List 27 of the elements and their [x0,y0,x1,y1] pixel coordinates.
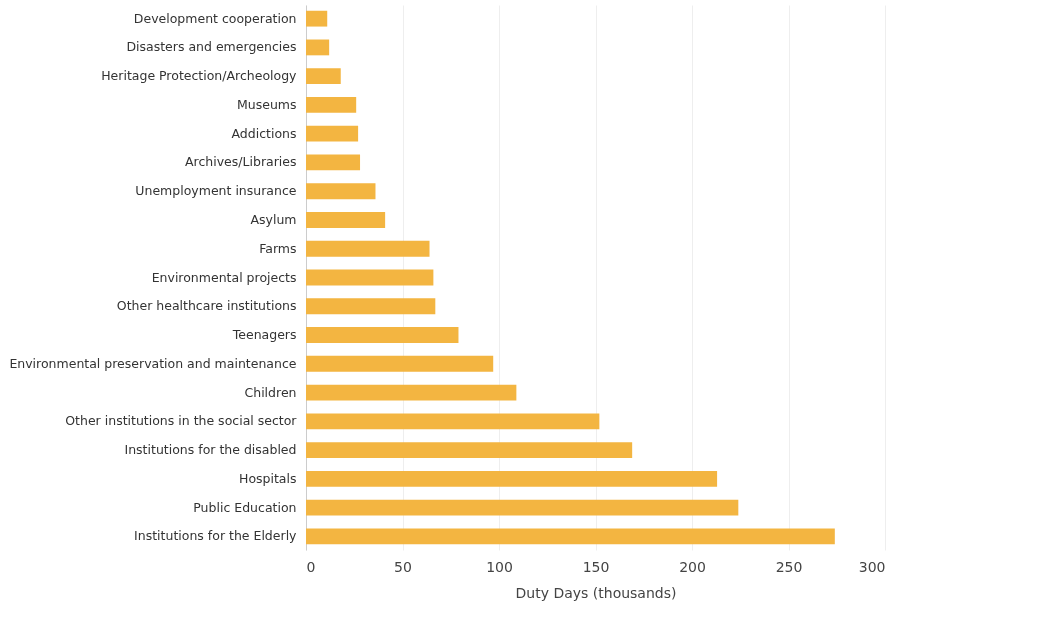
y-tick-label: Other healthcare institutions [116,298,297,314]
x-axis-title: Duty Days (thousands) [515,584,677,601]
y-tick-label: Development cooperation [133,10,297,26]
y-tick-label: Disasters and emergencies [126,39,297,55]
x-tick-label: 150 [582,558,610,575]
x-tick-label: 100 [486,558,513,575]
y-tick-label: Other institutions in the social sector [65,413,298,429]
y-tick-label: Hospitals [238,470,297,486]
y-tick-label: Archives/Libraries [185,154,297,170]
y-tick-label: Environmental preservation and maintenance [9,355,297,371]
y-tick-label: Public Education [193,499,297,515]
x-tick-label: 200 [679,558,706,575]
y-tick-label: Institutions for the Elderly [134,528,298,544]
y-tick-label: Institutions for the disabled [124,442,297,458]
x-tick-label: 0 [306,558,316,575]
y-tick-label: Unemployment insurance [135,183,297,199]
y-tick-label: Heritage Protection/Archeology [101,68,298,84]
y-tick-label: Museums [236,96,297,112]
y-tick-label: Addictions [231,125,297,141]
y-tick-label: Teenagers [231,327,297,343]
y-tick-label: Asylum [250,211,297,227]
y-tick-label: Farms [259,240,297,256]
y-tick-label: Children [244,384,297,400]
x-tick-label: 250 [775,558,803,575]
x-tick-label: 300 [858,558,886,575]
y-tick-label: Environmental projects [151,269,297,285]
x-tick-label: 50 [394,558,412,575]
